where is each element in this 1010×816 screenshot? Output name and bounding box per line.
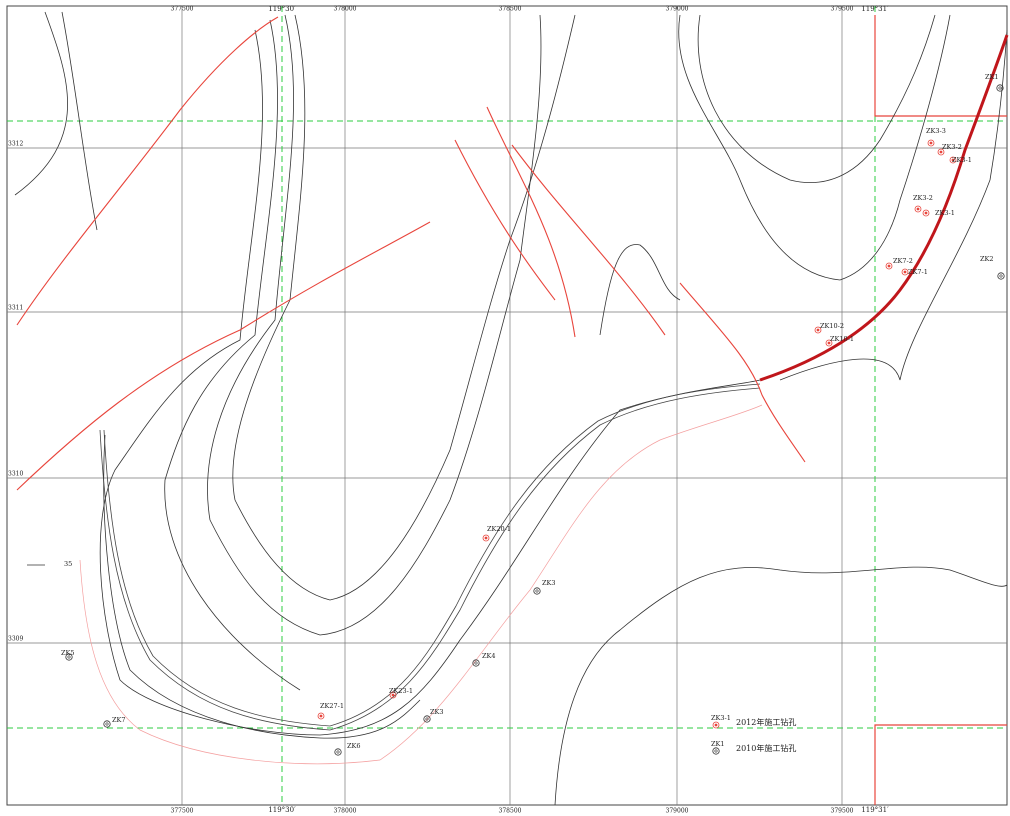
left-coord: 3309 bbox=[8, 636, 23, 643]
grid bbox=[7, 6, 1007, 805]
borehole-label: ZK10-1 bbox=[830, 335, 854, 343]
degree-bottom: 119°31′ bbox=[861, 806, 889, 814]
borehole-label: ZK23-1 bbox=[389, 687, 413, 695]
borehole bbox=[901, 268, 909, 276]
borehole bbox=[317, 712, 325, 720]
bottom-coord: 379500 bbox=[831, 808, 854, 815]
left-coord: 3312 bbox=[8, 141, 23, 148]
borehole bbox=[922, 209, 930, 217]
contours bbox=[14, 11, 1008, 806]
borehole bbox=[423, 715, 431, 723]
borehole bbox=[998, 86, 1002, 90]
legend-code: ZK1 bbox=[711, 740, 725, 748]
borehole-label: ZK3-3 bbox=[926, 127, 946, 135]
borehole bbox=[916, 207, 920, 211]
borehole-label: ZK7-1 bbox=[908, 268, 928, 276]
borehole bbox=[816, 328, 820, 332]
borehole bbox=[929, 141, 933, 145]
degree-bottom: 119°30′ bbox=[268, 806, 296, 814]
borehole bbox=[903, 270, 907, 274]
borehole-label: ZK7 bbox=[112, 716, 126, 724]
borehole-label: ZK3 bbox=[542, 579, 556, 587]
top-coord: 378000 bbox=[334, 6, 357, 13]
borehole bbox=[105, 722, 109, 726]
legend-text: 2012年施工钻孔 bbox=[736, 717, 796, 727]
frame bbox=[6, 5, 1008, 806]
faults bbox=[16, 16, 1009, 491]
borehole bbox=[997, 272, 1005, 280]
borehole-label: ZK1 bbox=[985, 73, 999, 81]
borehole-label: ZK20-1 bbox=[487, 525, 511, 533]
left-coord: 3310 bbox=[8, 471, 23, 478]
borehole-label: ZK5 bbox=[61, 649, 75, 657]
borehole-label: ZK27-1 bbox=[320, 702, 344, 710]
borehole bbox=[484, 536, 488, 540]
top-coord: 379000 bbox=[666, 6, 689, 13]
borehole-label: ZK2 bbox=[980, 255, 994, 263]
bottom-coord: 377500 bbox=[171, 808, 194, 815]
borehole-label: ZK10-2 bbox=[820, 322, 844, 330]
borehole-label: ZK7-2 bbox=[893, 257, 913, 265]
top-coord: 379500 bbox=[831, 6, 854, 13]
borehole bbox=[319, 714, 323, 718]
borehole-label: ZK3 bbox=[430, 708, 444, 716]
top-coord: 378500 bbox=[499, 6, 522, 13]
borehole bbox=[927, 139, 935, 147]
borehole bbox=[336, 750, 340, 754]
borehole bbox=[951, 158, 955, 162]
top-coord: 377500 bbox=[171, 6, 194, 13]
borehole bbox=[533, 587, 541, 595]
legend-symbol bbox=[712, 721, 720, 729]
borehole bbox=[924, 211, 928, 215]
borehole bbox=[67, 655, 71, 659]
borehole bbox=[814, 326, 822, 334]
borehole-label: ZK3-1 bbox=[952, 156, 972, 164]
legend-symbol bbox=[714, 749, 718, 753]
bottom-coord: 378000 bbox=[334, 808, 357, 815]
borehole-label: ZK6 bbox=[347, 742, 361, 750]
dip-value: 35 bbox=[64, 560, 72, 568]
borehole-label: ZK3-2 bbox=[942, 143, 962, 151]
borehole bbox=[425, 717, 429, 721]
borehole bbox=[937, 148, 945, 156]
borehole-label: ZK3-2 bbox=[913, 194, 933, 202]
borehole bbox=[996, 84, 1004, 92]
borehole bbox=[472, 659, 480, 667]
degree-top: 119°30′ bbox=[268, 5, 296, 13]
borehole bbox=[939, 150, 943, 154]
legend-code: ZK3-1 bbox=[711, 714, 731, 722]
legend-symbol bbox=[714, 723, 718, 727]
bottom-coord: 378500 bbox=[499, 808, 522, 815]
borehole-label: ZK4 bbox=[482, 652, 496, 660]
legend-symbol bbox=[712, 747, 720, 755]
borehole bbox=[65, 653, 73, 661]
borehole bbox=[535, 589, 539, 593]
borehole bbox=[825, 339, 833, 347]
borehole bbox=[103, 720, 111, 728]
borehole bbox=[334, 748, 342, 756]
bottom-coord: 379000 bbox=[666, 808, 689, 815]
road bbox=[99, 383, 761, 731]
borehole bbox=[474, 661, 478, 665]
legend-text: 2010年施工钻孔 bbox=[736, 743, 796, 753]
borehole bbox=[999, 274, 1003, 278]
borehole bbox=[885, 262, 893, 270]
degree-top: 119°31′ bbox=[861, 5, 889, 13]
borehole bbox=[914, 205, 922, 213]
borehole bbox=[389, 691, 397, 699]
borehole bbox=[482, 534, 490, 542]
borehole bbox=[949, 156, 957, 164]
borehole bbox=[827, 341, 831, 345]
borehole bbox=[887, 264, 891, 268]
left-coord: 3311 bbox=[8, 305, 23, 312]
borehole-label: ZK3-1 bbox=[935, 209, 955, 217]
borehole bbox=[391, 693, 395, 697]
